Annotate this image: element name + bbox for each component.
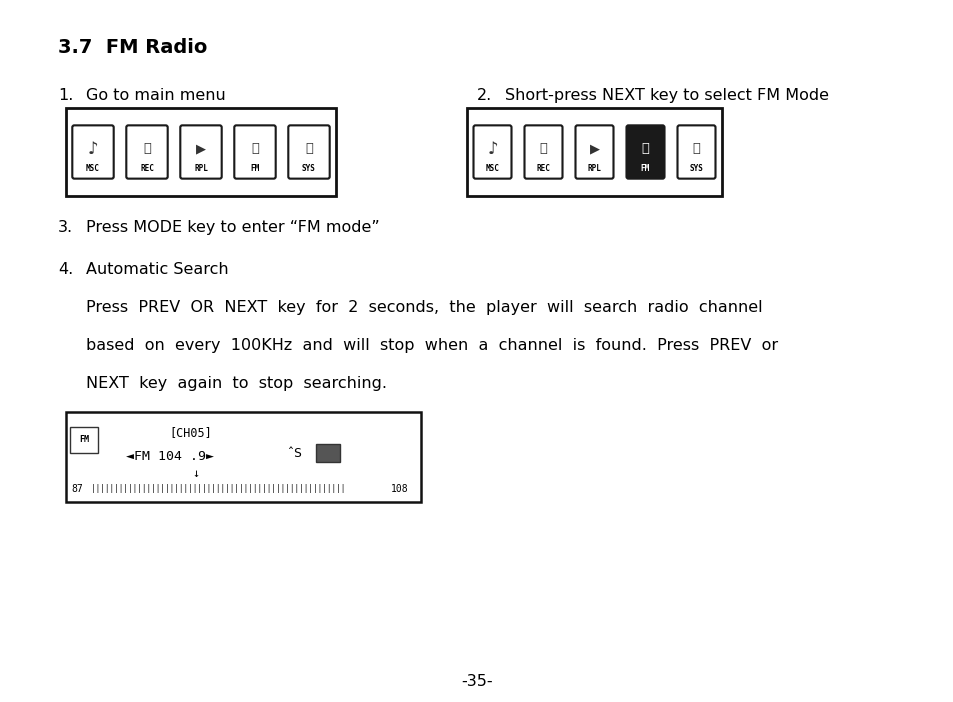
Text: 1.: 1. [58, 88, 73, 103]
Text: 🔧: 🔧 [305, 142, 313, 155]
Text: -35-: -35- [460, 674, 493, 689]
FancyBboxPatch shape [288, 126, 330, 178]
FancyBboxPatch shape [126, 126, 168, 178]
Text: ▶: ▶ [589, 142, 598, 155]
FancyBboxPatch shape [626, 126, 664, 178]
FancyBboxPatch shape [234, 126, 275, 178]
FancyBboxPatch shape [473, 126, 511, 178]
Text: Short-press NEXT key to select FM Mode: Short-press NEXT key to select FM Mode [504, 88, 828, 103]
Bar [66, 412, 420, 502]
Text: REC: REC [140, 164, 153, 173]
Text: SYS: SYS [302, 164, 315, 173]
Text: 📻: 📻 [641, 142, 649, 155]
Text: ▶: ▶ [195, 142, 206, 155]
Text: SYS: SYS [689, 164, 702, 173]
Text: ↓: ↓ [193, 467, 199, 480]
Bar [70, 427, 98, 453]
Text: FM: FM [640, 164, 649, 173]
Text: 📻: 📻 [251, 142, 258, 155]
Text: ♪: ♪ [487, 140, 497, 158]
Text: 🎤: 🎤 [539, 142, 547, 155]
Text: REC: REC [536, 164, 550, 173]
FancyBboxPatch shape [72, 126, 113, 178]
Text: [CH05]: [CH05] [170, 426, 213, 439]
Text: FM: FM [250, 164, 259, 173]
Text: Press  PREV  OR  NEXT  key  for  2  seconds,  the  player  will  search  radio  : Press PREV OR NEXT key for 2 seconds, th… [86, 300, 761, 315]
Text: Automatic Search: Automatic Search [86, 262, 229, 277]
Text: based  on  every  100KHz  and  will  stop  when  a  channel  is  found.  Press  : based on every 100KHz and will stop when… [86, 338, 778, 353]
Text: NEXT  key  again  to  stop  searching.: NEXT key again to stop searching. [86, 376, 387, 391]
Text: 4.: 4. [58, 262, 73, 277]
Text: Go to main menu: Go to main menu [86, 88, 226, 103]
FancyBboxPatch shape [677, 126, 715, 178]
Bar [315, 444, 339, 462]
Text: 3.7  FM Radio: 3.7 FM Radio [58, 38, 207, 57]
Text: ♪: ♪ [88, 140, 98, 158]
Bar [66, 108, 335, 196]
Bar [467, 108, 721, 196]
Text: ◄FM 104 .9►: ◄FM 104 .9► [126, 450, 213, 463]
Text: Press MODE key to enter “FM mode”: Press MODE key to enter “FM mode” [86, 220, 379, 235]
Text: MSC: MSC [86, 164, 100, 173]
Text: FM: FM [79, 435, 89, 444]
Text: MSC: MSC [485, 164, 499, 173]
Text: 87: 87 [71, 484, 83, 494]
Text: 2.: 2. [476, 88, 492, 103]
Text: 🎤: 🎤 [143, 142, 151, 155]
FancyBboxPatch shape [180, 126, 221, 178]
Text: 108: 108 [391, 484, 408, 494]
Text: 🔧: 🔧 [692, 142, 700, 155]
Text: RPL: RPL [587, 164, 600, 173]
Text: 3.: 3. [58, 220, 73, 235]
FancyBboxPatch shape [524, 126, 562, 178]
Text: RPL: RPL [193, 164, 208, 173]
Text: |||||||||||||||||||||||||||||||||||||||||||||||||||||||: ||||||||||||||||||||||||||||||||||||||||… [91, 484, 345, 493]
FancyBboxPatch shape [575, 126, 613, 178]
Text: ̂S: ̂S [286, 447, 302, 460]
